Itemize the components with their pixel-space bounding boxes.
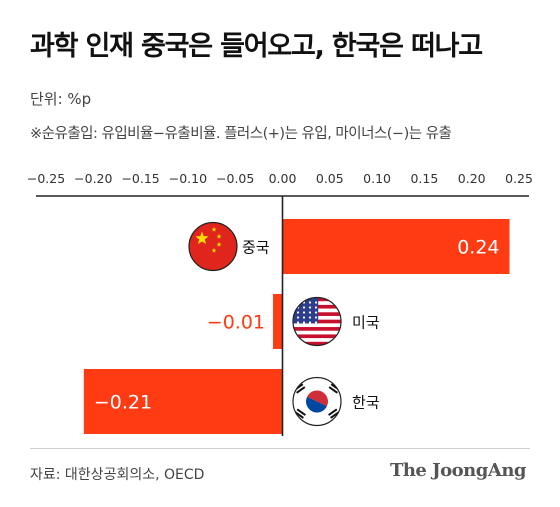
category-label: 미국 [352, 314, 380, 332]
flag-star [195, 231, 209, 245]
flag-stripe [293, 334, 341, 339]
source-text: 자료: 대한상공회의소, OECD [30, 467, 205, 483]
bar [282, 219, 510, 274]
flag-star [314, 321, 318, 324]
bar [273, 294, 283, 349]
unit-label: 단위: %p [30, 90, 92, 108]
bar [83, 369, 283, 434]
flag-star [308, 311, 312, 314]
flag-stripe [293, 341, 341, 346]
x-tick-label: 0.15 [410, 171, 438, 186]
flag-star [308, 321, 312, 324]
trigram-bar [328, 408, 338, 416]
flag-star [314, 311, 318, 314]
flag-star [302, 311, 306, 314]
data-label: −0.21 [94, 392, 152, 414]
x-tick-label: 0.10 [363, 171, 391, 186]
flag-star [314, 316, 318, 319]
flag-outline [188, 221, 238, 272]
x-tick-label: 0.00 [269, 171, 297, 186]
flag-body [293, 297, 341, 346]
flag-outline [292, 376, 342, 427]
bar-chart: −0.25 −0.20 −0.15 −0.10 −0.05 0.00 0.05 0.10 0.1… [27, 171, 533, 436]
flag-stripe [293, 323, 341, 328]
flag-stripe [293, 327, 341, 332]
data-label: −0.01 [207, 312, 265, 334]
taegeuk-blue [306, 396, 327, 413]
brand-logo: The JoongAng [389, 460, 527, 481]
flag-body [293, 377, 341, 426]
korea-flag-icon [292, 376, 342, 427]
footnote: ※순유출입: 유입비율−유출비율. 플러스(+)는 유입, 마이너스(−)는 유… [30, 126, 452, 142]
flag-star [296, 321, 300, 324]
category-label: 한국 [352, 394, 380, 412]
trigram-bar [294, 411, 304, 419]
flag-canton [293, 297, 319, 324]
x-tick-label: −0.10 [169, 171, 207, 186]
flag-star [314, 306, 318, 309]
taegeuk-red [307, 390, 328, 407]
chart-title: 과학 인재 중국은 들어오고, 한국은 떠나고 [30, 31, 483, 62]
flag-stripe [293, 338, 341, 343]
usa-flag-icon [292, 296, 342, 347]
flag-star [211, 226, 217, 232]
flag-star [308, 301, 312, 304]
flag-star [211, 247, 217, 253]
flag-star [296, 311, 300, 314]
trigram-bar [330, 411, 340, 419]
flag-star [308, 316, 312, 319]
x-tick-label: 0.20 [458, 171, 486, 186]
category-label: 중국 [242, 239, 270, 257]
flag-star [216, 241, 222, 247]
flag-star [216, 233, 222, 239]
trigram-bar [296, 408, 306, 416]
flag-outline [292, 296, 342, 347]
flag-stripe [293, 330, 341, 335]
x-tick-label: −0.15 [121, 171, 159, 186]
flag-star [302, 306, 306, 309]
flag-star [296, 301, 300, 304]
china-flag-icon [188, 221, 238, 272]
flag-star [302, 321, 306, 324]
flag-body [189, 222, 237, 271]
flag-star [296, 316, 300, 319]
flag-star [314, 301, 318, 304]
x-tick-label: 0.25 [505, 171, 533, 186]
footer-divider [30, 448, 530, 449]
x-tick-label: −0.25 [27, 171, 65, 186]
x-tick-label: −0.20 [74, 171, 112, 186]
trigram-bar [296, 386, 306, 394]
x-tick-label: −0.05 [216, 171, 254, 186]
flag-star [308, 306, 312, 309]
flag-star [302, 316, 306, 319]
trigram-bar [328, 386, 338, 394]
data-label: 0.24 [457, 237, 499, 259]
x-tick-label: 0.05 [316, 171, 344, 186]
